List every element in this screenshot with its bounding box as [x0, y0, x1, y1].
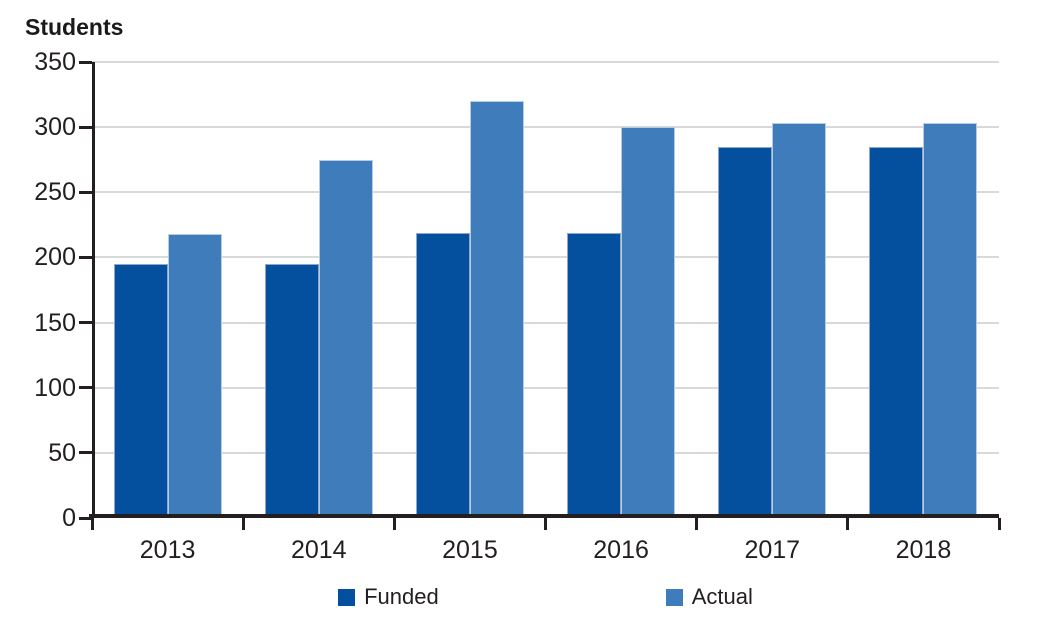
x-axis-tick-label-2016: 2016	[593, 536, 649, 564]
bar-actual-2017	[772, 123, 827, 516]
bar-actual-2016	[621, 127, 676, 516]
bar-group-2013	[92, 62, 243, 516]
y-tick-350	[79, 60, 92, 64]
bars-area	[92, 62, 999, 516]
y-axis-tick-label-150: 150	[34, 308, 76, 337]
x-axis-tick-label-2015: 2015	[442, 536, 498, 564]
bar-group-2018	[848, 62, 999, 516]
y-axis-tick-label-250: 250	[34, 178, 76, 207]
x-tick-0	[90, 518, 94, 530]
bar-group-2016	[546, 62, 697, 516]
chart-legend: Funded Actual	[92, 584, 999, 610]
bar-funded-2015	[415, 233, 470, 516]
gridline-150	[92, 321, 999, 324]
y-axis-tick-label-0: 0	[62, 504, 76, 532]
legend-label-actual: Actual	[691, 584, 753, 609]
x-tick-5	[846, 518, 850, 530]
y-tick-300	[79, 125, 92, 129]
y-axis-tick-label-50: 50	[48, 438, 76, 467]
bar-actual-2015	[469, 101, 524, 516]
y-tick-100	[79, 386, 92, 390]
legend-item-actual: Actual	[665, 584, 753, 610]
bar-group-2014	[243, 62, 394, 516]
bar-actual-2014	[318, 160, 373, 516]
bar-funded-2014	[264, 264, 319, 516]
gridline-50	[92, 451, 999, 454]
bar-funded-2016	[567, 233, 622, 516]
bar-funded-2013	[113, 264, 168, 516]
x-tick-6	[997, 518, 1001, 530]
x-axis-tick-label-2014: 2014	[290, 536, 347, 564]
x-axis-tick-labels: 2013 2014 2015 2016 2017 2018	[92, 536, 999, 565]
y-axis-line	[92, 62, 95, 518]
x-axis-tick-label-2018: 2018	[895, 536, 952, 564]
x-axis-tick-label-2013: 2013	[139, 536, 196, 564]
bar-actual-2013	[167, 234, 222, 516]
plot-area	[79, 60, 1001, 530]
gridline-300	[92, 126, 999, 129]
x-axis-line	[89, 514, 999, 518]
y-tick-50	[79, 451, 92, 455]
y-axis-tick-label-350: 350	[34, 48, 76, 76]
legend-swatch-icon-actual	[665, 588, 683, 606]
x-tick-3	[544, 518, 547, 530]
y-tick-250	[79, 190, 92, 194]
y-axis-tick-label-100: 100	[34, 373, 76, 402]
y-tick-150	[79, 321, 92, 325]
y-tick-0	[79, 516, 92, 520]
bar-funded-2018	[869, 147, 924, 516]
legend-item-funded: Funded	[338, 584, 439, 610]
y-tick-200	[79, 255, 92, 259]
bar-funded-2017	[718, 147, 773, 516]
x-tick-4	[695, 518, 699, 530]
legend-label-funded: Funded	[364, 584, 439, 609]
gridline-200	[92, 256, 999, 259]
y-axis-tick-label-300: 300	[34, 113, 76, 142]
gridline-250	[92, 191, 999, 194]
bar-group-2017	[697, 62, 848, 516]
y-axis-labels: 0 50 100 150 200 250 300 350	[0, 48, 76, 532]
chart-title: Students	[25, 14, 124, 40]
x-tick-2	[392, 518, 396, 530]
legend-swatch-icon-funded	[338, 588, 356, 606]
x-axis-tick-label-2017: 2017	[744, 536, 801, 564]
x-tick-1	[241, 518, 245, 530]
bar-actual-2018	[923, 123, 978, 516]
gridline-350	[92, 61, 999, 63]
gridline-100	[92, 386, 999, 389]
bar-group-2015	[394, 62, 545, 516]
y-axis-tick-label-200: 200	[34, 243, 76, 272]
